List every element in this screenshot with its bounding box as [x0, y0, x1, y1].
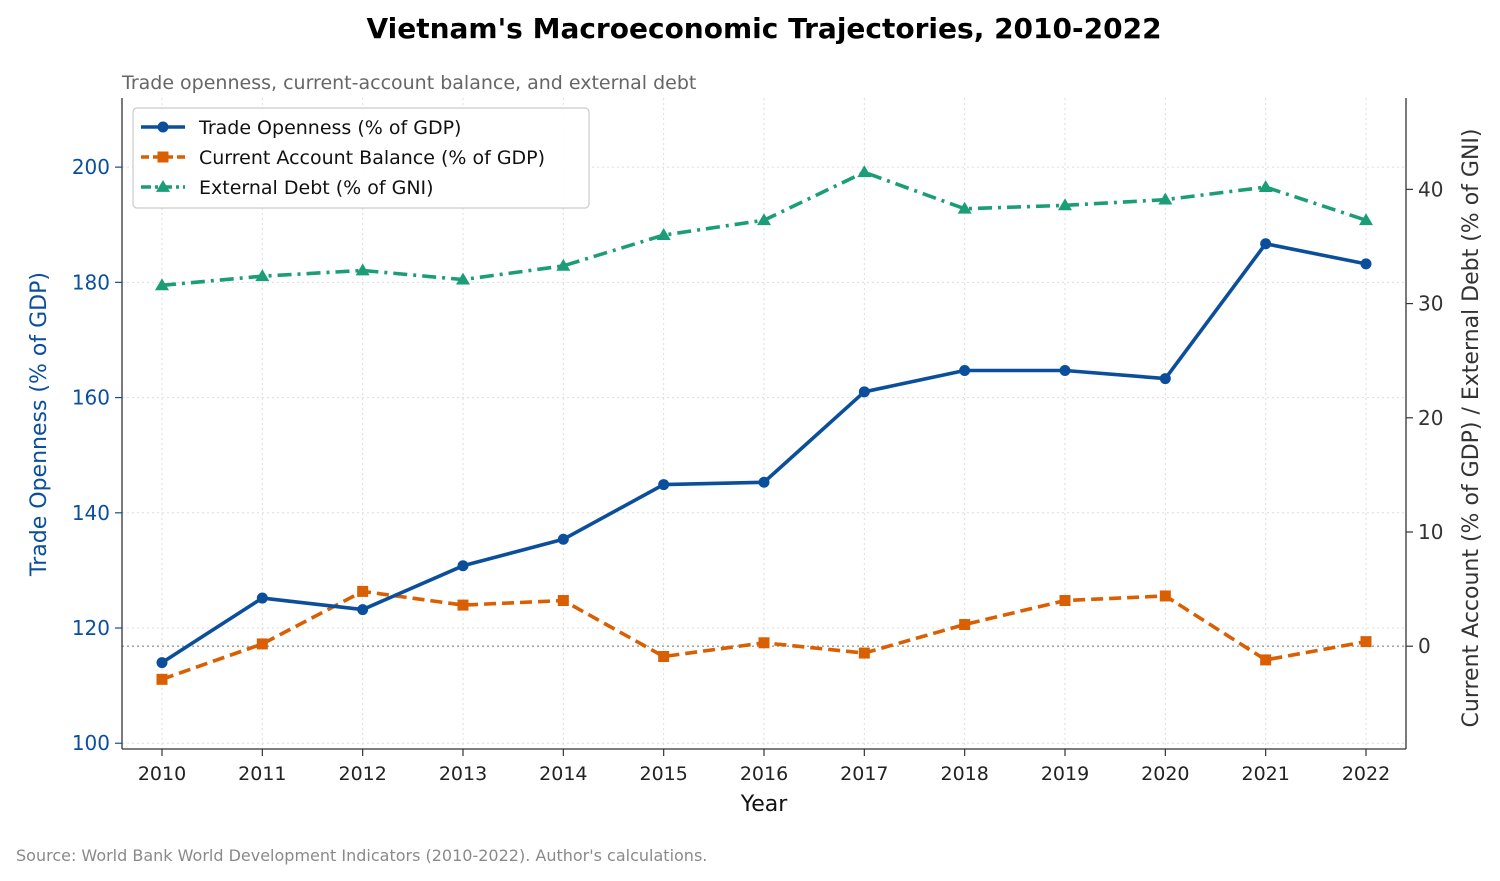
data-point: [1159, 373, 1171, 385]
data-point: [256, 592, 268, 604]
data-point: [1360, 258, 1372, 270]
y-axis-left-label: Trade Openness (% of GDP): [27, 272, 52, 577]
legend-swatch-marker: [157, 151, 169, 163]
x-tick-label: 2010: [138, 763, 186, 785]
legend-swatch-marker: [156, 180, 170, 192]
data-point: [456, 272, 470, 285]
data-point: [1159, 590, 1171, 602]
data-point: [757, 213, 771, 226]
data-point: [957, 201, 972, 214]
x-tick-label: 2018: [940, 763, 988, 785]
data-point: [1260, 238, 1272, 250]
legend-swatch-marker: [157, 121, 169, 133]
data-point: [1260, 654, 1272, 666]
series-layer: [155, 165, 1373, 685]
data-point: [457, 560, 469, 572]
legend-label: Trade Openness (% of GDP): [198, 117, 461, 139]
x-tick-label: 2013: [439, 763, 487, 785]
y-left-tick-label: 100: [72, 731, 110, 755]
data-point: [357, 604, 369, 616]
y-axis-right-label: Current Account (% of GDP) / External De…: [1459, 129, 1484, 728]
x-tick-label: 2022: [1342, 763, 1390, 785]
x-tick-label: 2015: [639, 763, 687, 785]
data-point: [556, 258, 571, 271]
chart-subtitle: Trade openness, current-account balance,…: [121, 72, 696, 94]
y-left-tick-label: 120: [72, 616, 110, 640]
y-right-tick-label: 10: [1418, 520, 1443, 544]
grid: [122, 98, 1406, 749]
x-tick-label: 2012: [338, 763, 386, 785]
data-point: [156, 673, 168, 685]
data-point: [1360, 636, 1372, 648]
data-point: [857, 165, 872, 178]
data-point: [959, 619, 971, 631]
data-point: [758, 637, 770, 649]
data-point: [256, 638, 268, 650]
data-point: [858, 647, 870, 659]
y-left-tick-label: 180: [72, 270, 110, 294]
x-tick-label: 2014: [539, 763, 587, 785]
y-right-tick-label: 20: [1418, 406, 1443, 430]
data-point: [1059, 595, 1071, 607]
x-tick-label: 2020: [1141, 763, 1189, 785]
series-1: [156, 585, 1372, 685]
legend-item: External Debt (% of GNI): [141, 177, 434, 199]
data-point: [1158, 192, 1173, 205]
data-point: [1258, 180, 1273, 192]
legend: Trade Openness (% of GDP) Current Account…: [132, 107, 590, 209]
x-tick-label: 2017: [840, 763, 888, 785]
legend-label: External Debt (% of GNI): [199, 177, 434, 199]
data-point: [1059, 364, 1071, 376]
ticks: 2010 2011 2012 2013 2014 2015 2016 2017 2018 2019…: [72, 155, 1444, 785]
chart-title: Vietnam's Macroeconomic Trajectories, 20…: [366, 12, 1161, 45]
data-point: [959, 364, 971, 376]
data-point: [457, 599, 469, 611]
legend-item: Current Account Balance (% of GDP): [141, 147, 545, 169]
x-axis-label: Year: [740, 792, 789, 817]
data-point: [557, 533, 569, 545]
legend-box: [132, 107, 590, 209]
y-left-tick-label: 160: [72, 386, 110, 410]
data-point: [355, 263, 370, 276]
y-right-tick-label: 0: [1418, 634, 1431, 658]
data-point: [656, 228, 671, 240]
series-2: [155, 165, 1373, 291]
y-left-tick-label: 200: [72, 155, 110, 179]
y-right-tick-label: 40: [1418, 177, 1443, 201]
data-point: [1058, 198, 1072, 211]
data-point: [557, 595, 569, 607]
data-point: [155, 278, 169, 291]
legend-item: Trade Openness (% of GDP): [141, 117, 461, 139]
data-point: [255, 269, 270, 282]
source-note: Source: World Bank World Development Ind…: [16, 846, 707, 865]
data-point: [658, 650, 670, 662]
x-tick-label: 2016: [740, 763, 788, 785]
data-point: [658, 479, 670, 491]
data-point: [858, 386, 870, 398]
y-left-tick-label: 140: [72, 501, 110, 525]
x-tick-label: 2011: [238, 763, 286, 785]
y-right-tick-label: 30: [1418, 292, 1443, 316]
data-point: [758, 476, 770, 488]
data-point: [357, 585, 369, 597]
x-tick-label: 2019: [1041, 763, 1089, 785]
data-point: [156, 657, 168, 669]
data-point: [1359, 213, 1373, 226]
legend-label: Current Account Balance (% of GDP): [199, 147, 545, 169]
x-tick-label: 2021: [1241, 763, 1289, 785]
series-0: [156, 238, 1372, 669]
